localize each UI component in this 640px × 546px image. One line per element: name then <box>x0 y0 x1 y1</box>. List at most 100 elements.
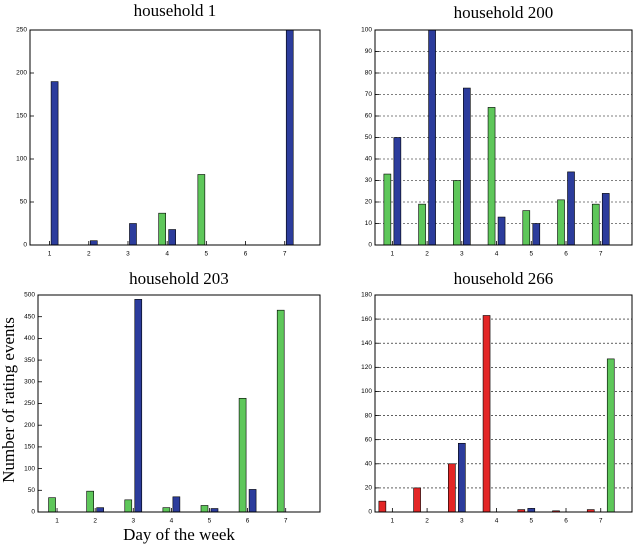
y-tick-label: 60 <box>365 113 373 120</box>
x-tick-label: 1 <box>391 251 395 258</box>
axes-frame <box>29 29 321 246</box>
y-tick-label: 60 <box>365 436 373 443</box>
x-tick-label: 1 <box>55 518 59 525</box>
y-tick-label: 250 <box>24 400 35 407</box>
x-tick-label: 4 <box>170 518 174 525</box>
x-tick-label: 7 <box>599 251 603 258</box>
y-tick-label: 80 <box>365 412 373 419</box>
y-tick-label: 50 <box>28 487 36 494</box>
x-tick-label: 5 <box>529 251 533 258</box>
chart-title: household 266 <box>454 269 554 288</box>
bar <box>96 507 104 513</box>
y-tick-label: 80 <box>365 70 373 77</box>
bar <box>383 173 392 246</box>
x-tick-label: 1 <box>391 518 395 525</box>
bar <box>482 315 491 513</box>
x-tick-label: 6 <box>564 251 568 258</box>
y-tick-label: 0 <box>31 509 35 516</box>
y-tick-label: 150 <box>24 444 35 451</box>
x-tick-label: 4 <box>495 518 499 525</box>
bar <box>48 497 56 513</box>
y-tick-label: 100 <box>24 465 35 472</box>
bar <box>50 81 59 246</box>
y-tick-label: 120 <box>361 364 372 371</box>
bar <box>248 489 257 513</box>
bar <box>134 299 143 513</box>
bar <box>86 490 94 513</box>
bar <box>168 229 176 246</box>
y-tick-label: 0 <box>368 242 372 249</box>
x-tick-label: 5 <box>529 518 533 525</box>
bar <box>532 223 541 246</box>
y-tick-label: 140 <box>361 340 372 347</box>
y-tick-label: 350 <box>24 357 35 364</box>
y-tick-label: 200 <box>16 70 27 77</box>
x-tick-label: 6 <box>246 518 250 525</box>
bar <box>601 193 610 246</box>
x-tick-label: 4 <box>495 251 499 258</box>
y-tick-label: 50 <box>20 199 28 206</box>
bar <box>129 223 137 246</box>
y-tick-label: 40 <box>365 156 373 163</box>
plot-area <box>375 295 632 512</box>
bar <box>591 203 600 246</box>
x-tick-label: 3 <box>131 518 135 525</box>
x-tick-label: 5 <box>208 518 212 525</box>
x-tick-label: 5 <box>205 251 209 258</box>
plot-area <box>30 30 320 245</box>
bar <box>276 309 285 513</box>
y-tick-label: 100 <box>361 388 372 395</box>
x-tick-label: 3 <box>460 251 464 258</box>
bar <box>172 496 181 513</box>
x-tick-label: 2 <box>87 251 91 258</box>
y-tick-label: 90 <box>365 48 373 55</box>
bar <box>89 240 98 246</box>
y-tick-label: 250 <box>16 27 27 34</box>
bar <box>606 358 615 513</box>
y-tick-label: 300 <box>24 379 35 386</box>
x-tick-label: 4 <box>165 251 169 258</box>
bar <box>463 87 471 246</box>
y-tick-label: 20 <box>365 199 373 206</box>
y-tick-label: 40 <box>365 460 373 467</box>
axes-frame <box>374 29 633 246</box>
bar <box>448 463 456 513</box>
bar <box>497 216 506 246</box>
x-tick-label: 3 <box>460 518 464 525</box>
y-tick-label: 0 <box>368 509 372 516</box>
y-tick-label: 450 <box>24 313 35 320</box>
bar <box>527 508 536 513</box>
y-tick-label: 0 <box>23 242 27 249</box>
y-tick-label: 200 <box>24 422 35 429</box>
x-tick-label: 6 <box>244 251 248 258</box>
y-tick-label: 20 <box>365 485 373 492</box>
bar <box>418 203 426 246</box>
y-tick-label: 30 <box>365 177 373 184</box>
bar <box>453 180 461 246</box>
bar <box>238 397 247 513</box>
axes-frame <box>374 294 633 513</box>
bar <box>458 442 466 513</box>
x-tick-label: 6 <box>564 518 568 525</box>
bar <box>487 107 496 246</box>
y-tick-label: 400 <box>24 335 35 342</box>
x-tick-label: 3 <box>126 251 130 258</box>
y-tick-label: 160 <box>361 316 372 323</box>
x-tick-label: 2 <box>425 251 429 258</box>
bar <box>393 137 402 246</box>
y-tick-label: 70 <box>365 91 373 98</box>
y-tick-label: 150 <box>16 113 27 120</box>
x-tick-label: 7 <box>283 251 287 258</box>
bar <box>557 199 565 246</box>
bar <box>413 487 421 513</box>
bar <box>124 499 133 513</box>
x-tick-label: 1 <box>48 251 52 258</box>
bar <box>378 500 387 513</box>
bar <box>197 174 206 246</box>
y-tick-label: 100 <box>361 27 372 34</box>
y-tick-label: 10 <box>365 220 373 227</box>
y-tick-label: 500 <box>24 292 35 299</box>
bar <box>200 505 209 513</box>
chart-title: household 203 <box>129 269 229 288</box>
